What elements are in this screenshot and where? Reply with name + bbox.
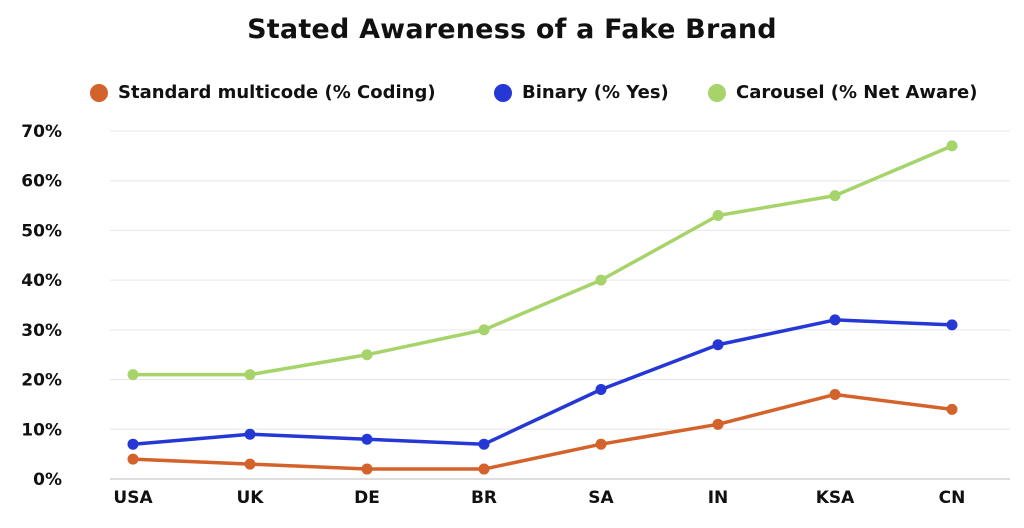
data-point bbox=[244, 458, 256, 470]
series-line bbox=[131, 318, 954, 446]
data-point bbox=[712, 418, 724, 430]
data-point bbox=[829, 388, 841, 400]
data-point bbox=[712, 339, 724, 351]
data-point bbox=[478, 438, 490, 450]
data-point bbox=[595, 274, 607, 286]
legend-item-binary: Binary (% Yes) bbox=[494, 82, 669, 103]
data-point bbox=[478, 324, 490, 336]
legend-label-carousel: Carousel (% Net Aware) bbox=[736, 82, 978, 103]
series-line bbox=[131, 392, 954, 471]
legend-item-carousel: Carousel (% Net Aware) bbox=[708, 82, 977, 103]
data-point bbox=[946, 403, 958, 415]
series-0 bbox=[127, 388, 958, 475]
y-tick-label: 10% bbox=[21, 420, 62, 440]
legend-label-binary: Binary (% Yes) bbox=[522, 82, 669, 103]
chart-title: Stated Awareness of a Fake Brand bbox=[247, 14, 777, 45]
y-tick-label: 20% bbox=[21, 371, 62, 391]
data-point bbox=[244, 369, 256, 381]
data-point bbox=[361, 349, 373, 361]
series-line bbox=[131, 144, 954, 377]
data-point bbox=[127, 369, 139, 381]
series-layer bbox=[127, 140, 958, 475]
data-point bbox=[946, 140, 958, 152]
data-point bbox=[712, 210, 724, 222]
x-tick-label: IN bbox=[708, 488, 729, 508]
data-point bbox=[829, 190, 841, 202]
legend-marker-carousel bbox=[708, 83, 726, 102]
data-point bbox=[244, 428, 256, 440]
y-tick-label: 70% bbox=[21, 122, 62, 142]
data-point bbox=[595, 438, 607, 450]
legend-label-standard-multicode: Standard multicode (% Coding) bbox=[118, 82, 436, 103]
data-point bbox=[478, 463, 490, 475]
data-point bbox=[361, 433, 373, 445]
y-tick-label: 0% bbox=[33, 470, 62, 490]
x-tick-label: KSA bbox=[816, 488, 855, 508]
x-tick-label: BR bbox=[471, 488, 497, 508]
legend-marker-binary bbox=[494, 83, 512, 102]
data-point bbox=[127, 438, 139, 450]
data-point bbox=[595, 384, 607, 396]
x-tick-label: SA bbox=[588, 488, 614, 508]
y-tick-label: 60% bbox=[21, 172, 62, 192]
legend-item-standard-multicode: Standard multicode (% Coding) bbox=[90, 82, 436, 103]
x-axis-ticks: USA UK DE BR SA IN KSA CN bbox=[113, 488, 965, 508]
data-point bbox=[829, 314, 841, 326]
legend-marker-standard-multicode bbox=[90, 83, 108, 102]
x-tick-label: UK bbox=[237, 488, 265, 508]
y-tick-label: 50% bbox=[21, 221, 62, 241]
legend: Standard multicode (% Coding) Binary (% … bbox=[0, 82, 1024, 110]
series-2 bbox=[127, 140, 958, 381]
gridlines bbox=[110, 130, 1010, 480]
data-point bbox=[946, 319, 958, 331]
data-point bbox=[361, 463, 373, 475]
y-tick-label: 30% bbox=[21, 321, 62, 341]
y-axis-ticks: 0% 10% 20% 30% 40% 50% 60% 70% bbox=[21, 122, 62, 490]
x-tick-label: DE bbox=[354, 488, 380, 508]
x-tick-label: CN bbox=[939, 488, 966, 508]
x-tick-label: USA bbox=[113, 488, 153, 508]
y-tick-label: 40% bbox=[21, 271, 62, 291]
data-point bbox=[127, 453, 139, 465]
series-1 bbox=[127, 314, 958, 450]
